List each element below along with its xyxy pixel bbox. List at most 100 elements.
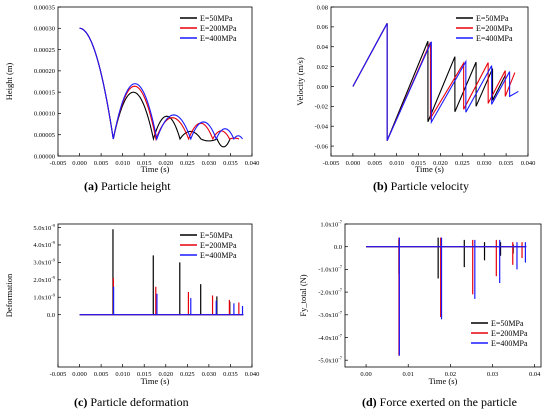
x-tick-label: 0.035: [223, 160, 238, 167]
x-tick-label: -0.005: [50, 371, 67, 378]
y-tick-label: 0.00015: [34, 89, 55, 96]
series-line: [79, 27, 243, 141]
y-tick-label: -1.0x10-7: [318, 265, 343, 274]
x-tick-label: 0.03: [487, 371, 498, 378]
y-tick-label: 0.00010: [34, 111, 55, 118]
x-tick-label: 0.01: [403, 371, 414, 378]
legend-label: E=50MPa: [200, 231, 233, 240]
y-tick-label: 0.00020: [34, 68, 55, 75]
caption-d: (d) Force exerted on the particle: [362, 395, 517, 409]
data-area: [79, 229, 244, 316]
y-tick-label: 0.04: [317, 44, 329, 51]
x-tick-label: 0.030: [202, 160, 217, 167]
y-tick-label: -0.06: [314, 143, 328, 150]
y-axis-title: Velocity (m/s): [295, 57, 305, 106]
y-tick-label: -4.0x10-7: [318, 333, 343, 342]
data-area: [79, 27, 243, 148]
data-area: [366, 237, 527, 356]
y-tick-label: 0.00: [317, 84, 328, 91]
caption-a: (a) Particle height: [84, 179, 171, 193]
y-tick-label: -3.0x10-7: [318, 310, 343, 319]
x-tick-label: 0.005: [94, 371, 109, 378]
y-tick-label: 0.00025: [34, 47, 55, 54]
y-tick-label: 0.00000: [34, 153, 55, 160]
x-tick-label: 0.040: [245, 160, 260, 167]
x-tick-label: 0.010: [115, 371, 130, 378]
legend-label: E=50MPa: [200, 14, 233, 23]
plot-frame: [57, 223, 253, 368]
x-tick-label: 0.015: [137, 371, 152, 378]
x-tick-label: 0.005: [94, 160, 109, 167]
x-tick-label: 0.025: [455, 160, 470, 167]
legend-label: E=50MPa: [476, 14, 509, 23]
x-tick-label: -0.005: [323, 160, 340, 167]
y-tick-label: -0.02: [314, 104, 328, 111]
y-tick-label: -0.04: [314, 124, 328, 131]
x-tick-label: 0.04: [529, 371, 541, 378]
x-tick-label: -0.005: [50, 160, 67, 167]
x-tick-label: 0.015: [137, 160, 152, 167]
chart-panel-d: 0.00 0.01 0.02 0.03 0.04 1.0x10-7 0.0 -1.0x10-7…: [298, 219, 542, 386]
legend-label: E=400MPa: [200, 251, 237, 260]
y-tick-label: 0.00035: [34, 4, 55, 11]
x-tick-label: 0.015: [411, 160, 426, 167]
x-tick-label: 0.040: [521, 160, 536, 167]
y-axis-title: Deformation: [4, 273, 14, 317]
y-tick-label: -5.0x10-7: [318, 355, 343, 364]
y-tick-label: 0.0: [47, 312, 55, 319]
caption-c: (c) Particle deformation: [74, 395, 189, 409]
chart-panel-a: -0.005 0.000 0.005 0.010 0.015 0.020 0.025 0.03…: [4, 4, 259, 174]
chart-panel-c: -0.005 0.000 0.005 0.010 0.015 0.020 0.025 0.03…: [4, 223, 259, 386]
legend-label: E=400MPa: [476, 34, 513, 43]
x-tick-label: 0.020: [158, 160, 173, 167]
x-tick-label: 0.000: [72, 371, 87, 378]
y-tick-label: 1.0x10-7: [320, 219, 342, 228]
x-tick-label: 0.000: [346, 160, 361, 167]
x-tick-label: 0.030: [477, 160, 492, 167]
x-tick-label: 0.00: [360, 371, 371, 378]
data-area: [352, 23, 519, 141]
x-axis-title: Time (s): [429, 376, 458, 386]
y-tick-label: 4.0x10-9: [33, 240, 55, 249]
y-tick-label: 0.06: [317, 24, 329, 31]
plot-frame: [330, 6, 529, 157]
chart-panel-b: -0.005 0.000 0.005 0.010 0.015 0.020 0.025 0.03…: [295, 4, 535, 174]
y-tick-label: 0.08: [317, 4, 328, 11]
legend-label: E=200MPa: [491, 329, 528, 338]
legend-label: E=200MPa: [200, 24, 237, 33]
y-axis-title: Fy_total (N): [298, 274, 308, 316]
x-tick-label: 0.030: [202, 371, 217, 378]
y-tick-label: 0.00005: [34, 132, 55, 139]
x-axis-title: Time (s): [141, 164, 170, 174]
y-tick-label: 0.00030: [34, 26, 55, 33]
caption-b: (b) Particle velocity: [373, 179, 469, 193]
legend-label: E=50MPa: [491, 319, 524, 328]
plot-frame: [57, 6, 253, 157]
x-tick-label: 0.020: [433, 160, 448, 167]
x-axis-title: Time (s): [141, 376, 170, 386]
y-tick-label: 1.0x10-9: [33, 293, 55, 302]
x-tick-label: 0.035: [223, 371, 238, 378]
series-line: [352, 23, 519, 141]
legend-label: E=200MPa: [476, 24, 513, 33]
x-tick-label: 0.000: [72, 160, 87, 167]
y-tick-label: 5.0x10-9: [33, 223, 55, 232]
plot-frame: [344, 223, 542, 368]
legend-label: E=400MPa: [491, 339, 528, 348]
x-tick-label: 0.035: [499, 160, 514, 167]
y-tick-label: 2.0x10-9: [33, 275, 55, 284]
y-tick-label: 0.02: [317, 64, 328, 71]
x-tick-label: 0.010: [389, 160, 404, 167]
legend-label: E=200MPa: [200, 241, 237, 250]
legend-label: E=400MPa: [200, 34, 237, 43]
x-tick-label: 0.040: [245, 371, 260, 378]
x-tick-label: 0.02: [445, 371, 456, 378]
x-tick-label: 0.025: [180, 160, 195, 167]
x-tick-label: 0.025: [180, 371, 195, 378]
x-tick-label: 0.020: [158, 371, 173, 378]
